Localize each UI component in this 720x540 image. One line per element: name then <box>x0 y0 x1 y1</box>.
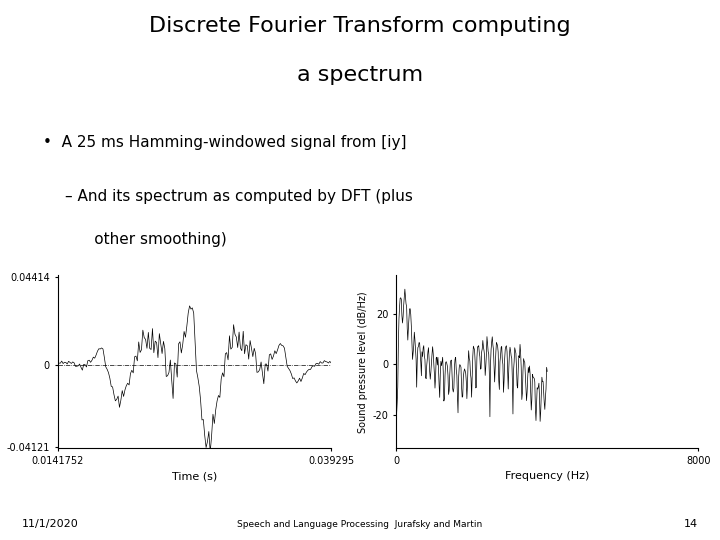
Text: •  A 25 ms Hamming-windowed signal from [iy]: • A 25 ms Hamming-windowed signal from [… <box>43 135 407 150</box>
Text: – And its spectrum as computed by DFT (plus: – And its spectrum as computed by DFT (p… <box>65 189 413 204</box>
Text: 14: 14 <box>684 519 698 529</box>
X-axis label: Frequency (Hz): Frequency (Hz) <box>505 471 590 481</box>
Text: a spectrum: a spectrum <box>297 65 423 85</box>
Text: other smoothing): other smoothing) <box>65 232 227 247</box>
Text: Discrete Fourier Transform computing: Discrete Fourier Transform computing <box>149 16 571 36</box>
Text: 11/1/2020: 11/1/2020 <box>22 519 78 529</box>
Y-axis label: Sound pressure level (dB/Hz): Sound pressure level (dB/Hz) <box>359 291 369 433</box>
X-axis label: Time (s): Time (s) <box>172 471 217 481</box>
Text: Speech and Language Processing  Jurafsky and Martin: Speech and Language Processing Jurafsky … <box>238 520 482 529</box>
